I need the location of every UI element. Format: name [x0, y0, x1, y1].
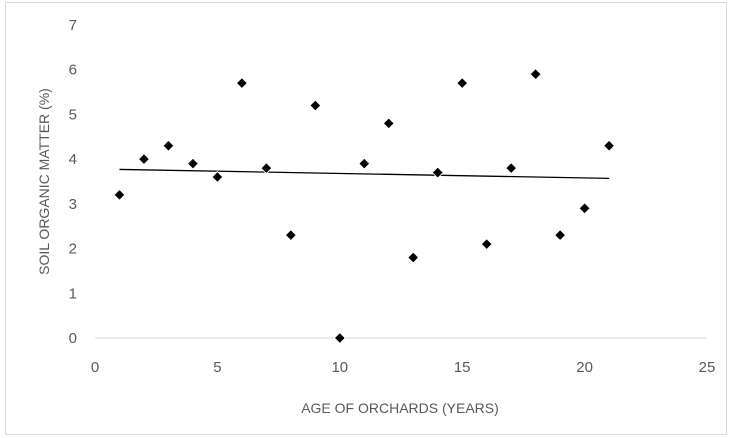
data-point: [211, 170, 224, 184]
y-tick-label: 1: [69, 285, 77, 302]
y-tick-label: 4: [69, 151, 77, 168]
y-tick-label: 3: [69, 196, 77, 213]
data-point: [431, 166, 444, 179]
y-tick-label: 7: [69, 17, 77, 34]
x-tick-label: 20: [576, 359, 593, 376]
y-tick-label: 5: [69, 106, 77, 123]
data-point: [284, 228, 298, 242]
x-tick-label: 15: [454, 359, 471, 376]
data-point: [186, 157, 200, 170]
data-point: [113, 188, 126, 202]
data-point: [529, 67, 542, 81]
trendline: [119, 168, 610, 180]
y-axis-ticks: 0 1 2 3 4 5 6 7: [69, 17, 77, 347]
data-point: [602, 139, 616, 152]
data-point: [358, 157, 371, 170]
x-axis-ticks: 0 5 10 15 20 25: [91, 359, 716, 376]
data-point: [382, 117, 395, 130]
data-point: [504, 161, 518, 175]
y-axis-title: SOIL ORGANIC MATTER (%): [36, 88, 52, 275]
data-points: [113, 67, 616, 345]
data-point: [333, 331, 347, 345]
data-point: [455, 76, 469, 90]
data-point: [260, 161, 273, 175]
data-point: [235, 76, 249, 90]
y-tick-label: 0: [69, 330, 77, 347]
data-point: [553, 228, 567, 242]
x-tick-label: 25: [699, 359, 716, 376]
data-point: [309, 99, 322, 112]
x-axis-title: AGE OF ORCHARDS (YEARS): [301, 400, 499, 416]
data-point: [407, 251, 420, 264]
data-point: [137, 152, 151, 166]
data-point: [480, 237, 493, 251]
data-point: [578, 202, 591, 215]
x-tick-label: 10: [331, 359, 348, 376]
chart-frame: [5, 2, 727, 435]
y-tick-label: 2: [69, 241, 77, 258]
x-tick-label: 0: [91, 359, 99, 376]
x-tick-label: 5: [213, 359, 221, 376]
data-point: [162, 139, 175, 152]
y-tick-label: 6: [69, 62, 77, 79]
